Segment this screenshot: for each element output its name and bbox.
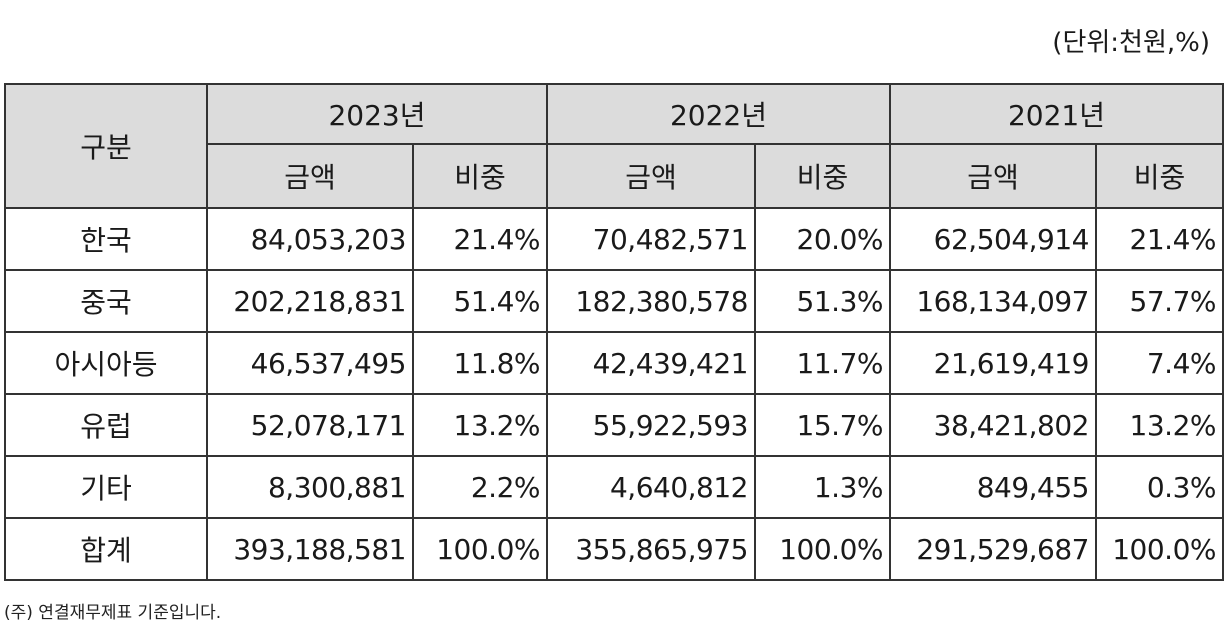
ratio-cell: 100.0% xyxy=(412,517,548,581)
amount-cell: 46,537,495 xyxy=(206,331,414,395)
ratio-cell: 51.4% xyxy=(412,269,548,333)
ratio-cell: 11.8% xyxy=(412,331,548,395)
amount-cell: 55,922,593 xyxy=(546,393,756,457)
amount-cell: 42,439,421 xyxy=(546,331,756,395)
ratio-cell: 15.7% xyxy=(754,393,891,457)
amount-cell: 52,078,171 xyxy=(206,393,414,457)
amount-cell: 291,529,687 xyxy=(889,517,1097,581)
header-amount: 금액 xyxy=(889,143,1097,209)
ratio-cell: 100.0% xyxy=(1095,517,1224,581)
amount-cell: 202,218,831 xyxy=(206,269,414,333)
ratio-cell: 1.3% xyxy=(754,455,891,519)
amount-cell: 849,455 xyxy=(889,455,1097,519)
ratio-cell: 20.0% xyxy=(754,207,891,271)
ratio-cell: 21.4% xyxy=(412,207,548,271)
amount-cell: 168,134,097 xyxy=(889,269,1097,333)
ratio-cell: 11.7% xyxy=(754,331,891,395)
unit-note: (단위:천원,%) xyxy=(1052,28,1210,58)
ratio-cell: 7.4% xyxy=(1095,331,1224,395)
table-row: 기타 8,300,881 2.2% 4,640,812 1.3% 849,455… xyxy=(4,455,1224,519)
amount-cell: 182,380,578 xyxy=(546,269,756,333)
ratio-cell: 57.7% xyxy=(1095,269,1224,333)
header-ratio: 비중 xyxy=(754,143,891,209)
row-label: 한국 xyxy=(4,207,208,271)
amount-cell: 21,619,419 xyxy=(889,331,1097,395)
header-amount: 금액 xyxy=(546,143,756,209)
ratio-cell: 13.2% xyxy=(412,393,548,457)
header-category: 구분 xyxy=(4,83,208,209)
amount-cell: 355,865,975 xyxy=(546,517,756,581)
table-row: 중국 202,218,831 51.4% 182,380,578 51.3% 1… xyxy=(4,269,1224,333)
header-year-row: 구분 2023년 2022년 2021년 xyxy=(4,83,1224,209)
amount-cell: 393,188,581 xyxy=(206,517,414,581)
amount-cell: 4,640,812 xyxy=(546,455,756,519)
header-sub-row: 금액 비중 금액 비중 금액 비중 xyxy=(5,143,1224,209)
row-label: 합계 xyxy=(4,517,208,581)
table-row-total: 합계 393,188,581 100.0% 355,865,975 100.0%… xyxy=(4,517,1224,581)
amount-cell: 38,421,802 xyxy=(889,393,1097,457)
header-amount: 금액 xyxy=(206,143,414,209)
amount-cell: 62,504,914 xyxy=(889,207,1097,271)
ratio-cell: 0.3% xyxy=(1095,455,1224,519)
table-row: 한국 84,053,203 21.4% 70,482,571 20.0% 62,… xyxy=(4,207,1224,271)
header-ratio: 비중 xyxy=(1095,143,1224,209)
ratio-cell: 100.0% xyxy=(754,517,891,581)
amount-cell: 70,482,571 xyxy=(546,207,756,271)
header-year-2022: 2022년 xyxy=(546,83,891,145)
revenue-by-region-table: 구분 2023년 2022년 2021년 금액 비중 금액 비중 금액 비중 한… xyxy=(4,83,1224,581)
footnote: (주) 연결재무제표 기준입니다. xyxy=(4,603,222,623)
header-ratio: 비중 xyxy=(412,143,548,209)
header-year-2021: 2021년 xyxy=(889,83,1224,145)
table-row: 유럽 52,078,171 13.2% 55,922,593 15.7% 38,… xyxy=(4,393,1224,457)
header-year-2023: 2023년 xyxy=(206,83,548,145)
ratio-cell: 2.2% xyxy=(412,455,548,519)
row-label: 기타 xyxy=(4,455,208,519)
row-label: 아시아등 xyxy=(4,331,208,395)
amount-cell: 84,053,203 xyxy=(206,207,414,271)
table-row: 아시아등 46,537,495 11.8% 42,439,421 11.7% 2… xyxy=(4,331,1224,395)
ratio-cell: 21.4% xyxy=(1095,207,1224,271)
ratio-cell: 13.2% xyxy=(1095,393,1224,457)
amount-cell: 8,300,881 xyxy=(206,455,414,519)
row-label: 중국 xyxy=(4,269,208,333)
row-label: 유럽 xyxy=(4,393,208,457)
ratio-cell: 51.3% xyxy=(754,269,891,333)
